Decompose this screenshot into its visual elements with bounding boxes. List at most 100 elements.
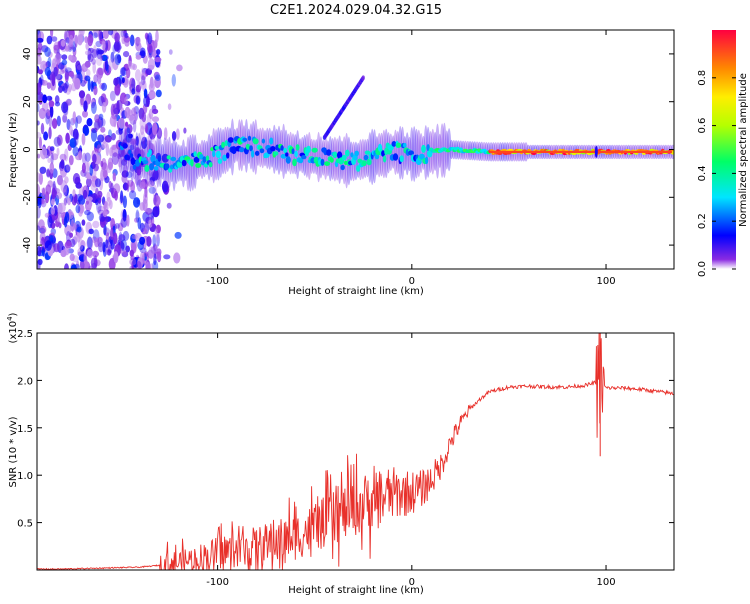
noise-speckle bbox=[81, 152, 87, 165]
ridge-envelope bbox=[323, 136, 328, 180]
noise-speckle bbox=[114, 83, 121, 96]
ridge-core bbox=[364, 150, 371, 155]
ridge-core bbox=[144, 164, 150, 172]
noise-speckle bbox=[76, 260, 80, 269]
noise-speckle bbox=[44, 47, 51, 57]
ridge-envelope bbox=[164, 138, 170, 186]
ridge-core bbox=[205, 155, 210, 162]
ridge-core bbox=[298, 157, 304, 164]
ridge-envelope bbox=[412, 126, 417, 182]
ridge-envelope bbox=[162, 137, 167, 187]
noise-speckle bbox=[77, 251, 85, 257]
noise-speckle bbox=[135, 95, 141, 105]
noise-speckle bbox=[46, 35, 53, 45]
noise-speckle bbox=[97, 67, 104, 76]
noise-speckle bbox=[108, 129, 112, 138]
noise-speckle bbox=[82, 126, 90, 136]
noise-speckle bbox=[64, 43, 70, 53]
ridge-core bbox=[208, 162, 213, 168]
ridge-envelope bbox=[223, 126, 228, 175]
noise-speckle bbox=[69, 232, 73, 238]
noise-speckle bbox=[75, 182, 82, 189]
noise-speckle bbox=[151, 116, 160, 123]
spectrogram-xtick-label: 100 bbox=[596, 276, 615, 287]
ridge-core bbox=[221, 141, 226, 148]
noise-speckle bbox=[84, 36, 88, 44]
noise-speckle bbox=[129, 258, 137, 266]
noise-speckle bbox=[101, 82, 107, 91]
noise-speckle bbox=[65, 163, 71, 172]
noise-speckle bbox=[84, 152, 91, 162]
noise-speckle bbox=[81, 63, 88, 73]
ridge-envelope bbox=[400, 126, 405, 180]
ridge-envelope bbox=[206, 133, 212, 181]
noise-speckle bbox=[141, 112, 147, 123]
noise-speckle bbox=[61, 59, 68, 66]
noise-speckle bbox=[100, 160, 104, 168]
ridge-core bbox=[132, 164, 137, 170]
noise-speckle bbox=[148, 140, 152, 150]
noise-speckle bbox=[99, 216, 106, 228]
noise-speckle bbox=[94, 178, 102, 188]
noise-speckle bbox=[134, 173, 141, 186]
ridge-envelope bbox=[279, 129, 284, 172]
noise-speckle bbox=[148, 186, 156, 194]
noise-speckle bbox=[148, 246, 155, 259]
noise-speckle bbox=[42, 187, 46, 196]
noise-speckle bbox=[53, 44, 59, 51]
noise-speckle bbox=[46, 95, 53, 101]
ridge-core bbox=[164, 163, 170, 170]
noise-speckle bbox=[101, 141, 108, 149]
noise-speckle bbox=[152, 234, 156, 248]
noise-speckle bbox=[93, 32, 98, 39]
noise-speckle bbox=[37, 42, 43, 51]
noise-speckle bbox=[129, 249, 134, 257]
noise-speckle bbox=[74, 136, 79, 146]
noise-speckle bbox=[92, 153, 97, 164]
noise-speckle bbox=[97, 205, 105, 212]
noise-speckle bbox=[40, 74, 44, 85]
noise-speckle bbox=[120, 190, 124, 204]
ridge-envelope bbox=[241, 125, 247, 167]
snr-xlabel: Height of straight line (km) bbox=[288, 585, 424, 596]
noise-speckle bbox=[108, 58, 114, 72]
noise-speckle bbox=[161, 153, 169, 163]
ridge-core bbox=[382, 155, 387, 163]
noise-speckle bbox=[153, 194, 157, 206]
noise-speckle bbox=[111, 133, 116, 141]
noise-speckle bbox=[121, 66, 127, 77]
noise-speckle bbox=[120, 239, 128, 252]
ridge-core bbox=[212, 150, 216, 158]
noise-speckle bbox=[109, 90, 116, 102]
spectrogram-marks bbox=[37, 30, 674, 269]
noise-speckle bbox=[102, 200, 107, 210]
noise-speckle bbox=[125, 171, 133, 178]
noise-speckle bbox=[47, 157, 52, 163]
noise-speckle bbox=[140, 75, 146, 86]
svg-text:(x104): (x104) bbox=[6, 312, 19, 343]
noise-speckle bbox=[143, 95, 150, 108]
noise-speckle bbox=[107, 249, 112, 256]
ridge-envelope bbox=[416, 129, 421, 178]
noise-speckle bbox=[175, 128, 180, 140]
noise-speckle bbox=[56, 134, 63, 146]
snr-xtick-label: -100 bbox=[206, 577, 229, 588]
noise-speckle bbox=[97, 209, 105, 216]
noise-speckle bbox=[126, 179, 130, 192]
noise-speckle bbox=[85, 161, 90, 174]
snr-series-line bbox=[37, 333, 674, 570]
noise-speckle bbox=[145, 262, 151, 269]
noise-speckle bbox=[84, 210, 91, 216]
noise-speckle bbox=[157, 251, 162, 263]
noise-speckle bbox=[156, 234, 160, 247]
noise-speckle bbox=[149, 76, 154, 89]
noise-speckle bbox=[107, 161, 113, 171]
noise-speckle bbox=[55, 192, 63, 200]
snr-marks bbox=[37, 333, 674, 570]
noise-speckle bbox=[114, 190, 118, 201]
ridge-core bbox=[227, 137, 234, 143]
ridge-core bbox=[199, 154, 204, 160]
noise-speckle bbox=[147, 58, 155, 70]
noise-speckle bbox=[135, 54, 142, 60]
